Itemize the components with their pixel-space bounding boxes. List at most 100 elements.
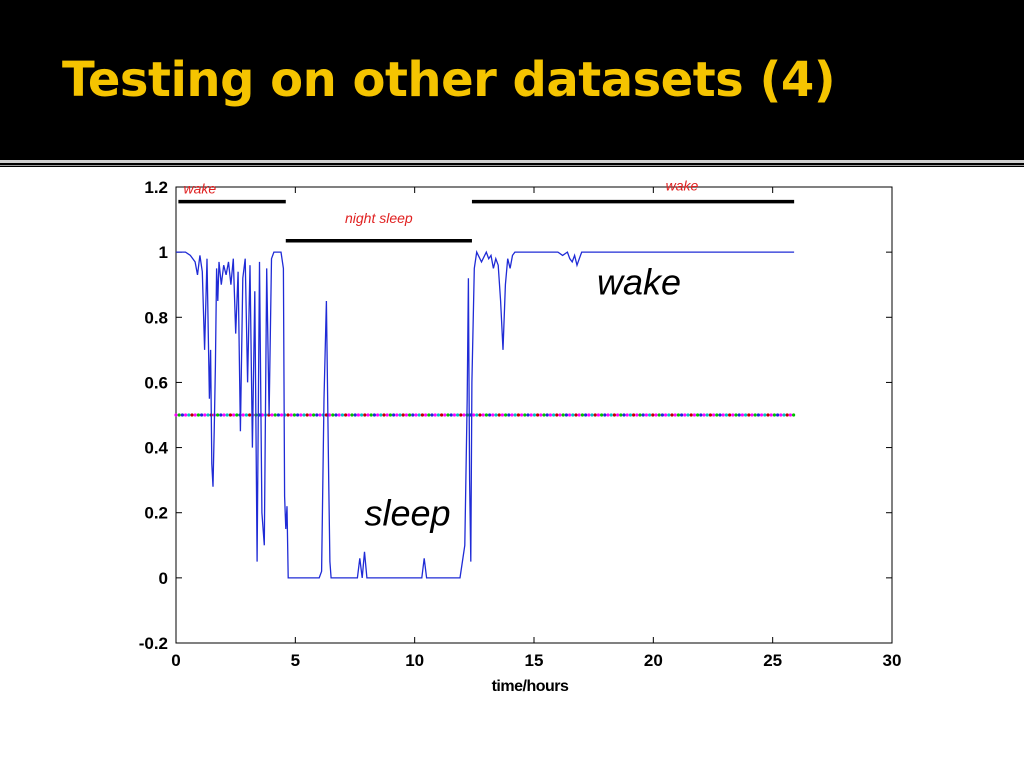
threshold-dot xyxy=(542,413,546,417)
y-tick-label: 0.4 xyxy=(144,439,168,458)
threshold-dot xyxy=(248,413,252,417)
threshold-dot xyxy=(654,413,658,417)
threshold-dot xyxy=(280,413,284,417)
threshold-dot xyxy=(513,413,517,417)
threshold-dot xyxy=(504,413,508,417)
slide-title: Testing on other datasets (4) xyxy=(62,52,836,108)
x-tick-label: 30 xyxy=(883,651,902,670)
threshold-dot xyxy=(315,413,319,417)
threshold-dot xyxy=(436,413,440,417)
threshold-dot xyxy=(449,413,453,417)
threshold-dot xyxy=(216,413,220,417)
threshold-dot xyxy=(350,413,354,417)
threshold-dot xyxy=(728,413,732,417)
threshold-dot xyxy=(292,413,296,417)
threshold-dot xyxy=(459,413,463,417)
threshold-dot xyxy=(673,413,677,417)
threshold-dot xyxy=(760,413,764,417)
period-label-night-sleep: night sleep xyxy=(345,210,413,226)
threshold-dot xyxy=(440,413,444,417)
threshold-dot xyxy=(744,413,748,417)
threshold-dot xyxy=(228,413,232,417)
threshold-dot xyxy=(520,413,524,417)
threshold-dot xyxy=(766,413,770,417)
threshold-dot xyxy=(452,413,456,417)
threshold-dot xyxy=(289,413,293,417)
threshold-dot xyxy=(206,413,210,417)
threshold-dot xyxy=(411,413,415,417)
x-tick-label: 0 xyxy=(171,651,180,670)
threshold-dot xyxy=(494,413,498,417)
threshold-dot xyxy=(424,413,428,417)
threshold-dot xyxy=(427,413,431,417)
threshold-dot xyxy=(225,413,229,417)
threshold-dot xyxy=(376,413,380,417)
threshold-dot xyxy=(340,413,344,417)
threshold-dot xyxy=(648,413,652,417)
threshold-dot xyxy=(702,413,706,417)
threshold-dot xyxy=(481,413,485,417)
threshold-dot xyxy=(568,413,572,417)
threshold-dot xyxy=(347,413,351,417)
threshold-dot xyxy=(296,413,300,417)
threshold-dot xyxy=(619,413,623,417)
x-axis-label: time/hours xyxy=(492,678,569,695)
threshold-dot xyxy=(395,413,399,417)
threshold-dot xyxy=(660,413,665,417)
threshold-dot xyxy=(500,413,504,417)
x-tick-label: 5 xyxy=(291,651,300,670)
threshold-dot xyxy=(772,413,777,417)
threshold-dot xyxy=(379,413,383,417)
threshold-dot xyxy=(344,413,348,417)
threshold-dot xyxy=(270,413,274,417)
threshold-dot xyxy=(417,413,421,417)
threshold-dot xyxy=(628,413,633,417)
threshold-dot xyxy=(372,413,376,417)
threshold-dot xyxy=(731,413,735,417)
threshold-dot xyxy=(328,413,332,417)
threshold-dot xyxy=(177,413,181,417)
threshold-dot xyxy=(356,413,360,417)
threshold-dot xyxy=(484,413,488,417)
threshold-dot xyxy=(747,413,751,417)
threshold-dot xyxy=(446,413,450,417)
threshold-dot xyxy=(769,413,773,417)
threshold-dot xyxy=(324,413,328,417)
threshold-dot xyxy=(785,413,789,417)
threshold-dot xyxy=(577,413,581,417)
threshold-dot xyxy=(398,413,402,417)
threshold-dot xyxy=(366,413,370,417)
threshold-dot xyxy=(241,413,245,417)
annotation-wake: wake xyxy=(597,261,681,302)
title-divider-thin xyxy=(0,165,1024,166)
period-label-wake: wake xyxy=(666,177,699,193)
threshold-dot xyxy=(456,413,460,417)
threshold-dot xyxy=(600,413,604,417)
threshold-dot xyxy=(385,413,389,417)
threshold-dot xyxy=(571,413,575,417)
threshold-dot xyxy=(404,413,408,417)
threshold-dot xyxy=(232,413,236,417)
threshold-dot xyxy=(632,413,636,417)
threshold-dot xyxy=(523,413,527,417)
threshold-dot xyxy=(593,413,597,417)
threshold-dot xyxy=(558,413,562,417)
threshold-dot xyxy=(475,413,479,417)
threshold-dot xyxy=(193,413,197,417)
threshold-dot xyxy=(699,413,703,417)
threshold-dot xyxy=(478,413,482,417)
threshold-dot xyxy=(472,413,476,417)
threshold-dot xyxy=(190,413,194,417)
threshold-dot xyxy=(196,413,200,417)
threshold-dot xyxy=(286,413,290,417)
threshold-dot xyxy=(670,413,674,417)
threshold-dot xyxy=(740,413,745,417)
threshold-dot xyxy=(561,413,565,417)
threshold-dot xyxy=(574,413,578,417)
threshold-dot xyxy=(763,413,767,417)
threshold-dot xyxy=(305,413,309,417)
threshold-dot xyxy=(686,413,690,417)
period-label-wake: wake xyxy=(184,181,217,197)
threshold-dot xyxy=(587,413,591,417)
threshold-dot xyxy=(276,413,280,417)
